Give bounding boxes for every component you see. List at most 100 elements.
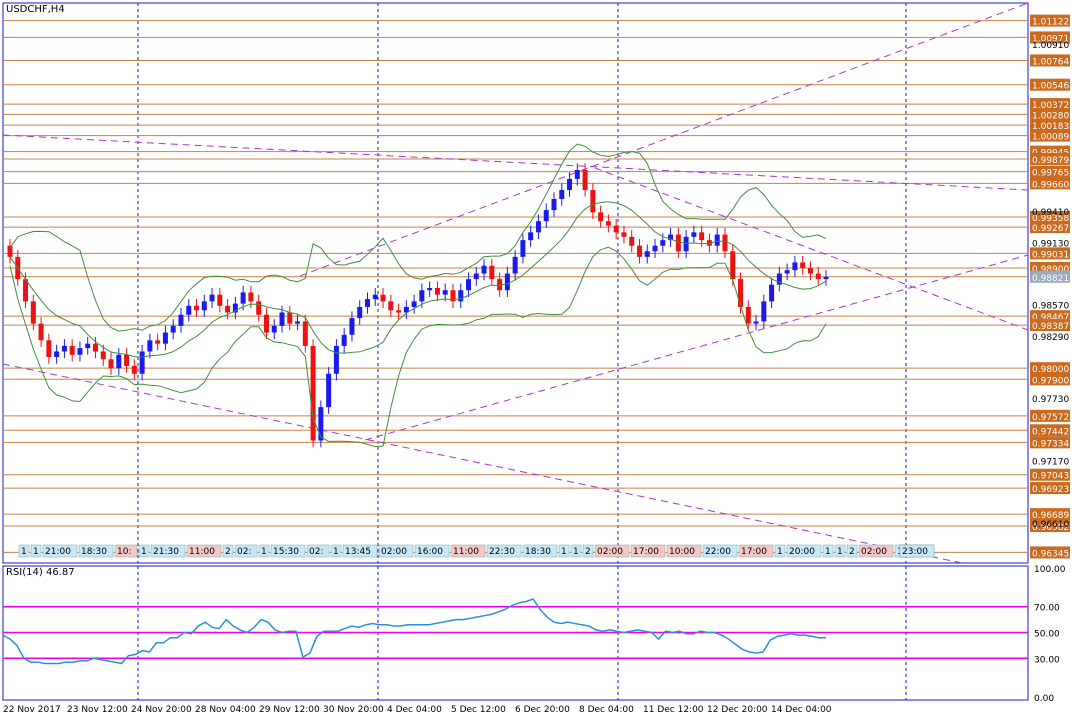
candle-up[interactable]: [372, 294, 378, 300]
event-marker[interactable]: [150, 544, 186, 558]
candle-down[interactable]: [450, 290, 456, 302]
candle-down[interactable]: [263, 314, 269, 333]
candle-up[interactable]: [683, 236, 689, 252]
candle-up[interactable]: [427, 288, 433, 291]
candle-up[interactable]: [660, 240, 666, 246]
candle-up[interactable]: [551, 198, 557, 211]
candle-up[interactable]: [458, 290, 464, 302]
candle-down[interactable]: [256, 301, 262, 315]
candle-down[interactable]: [636, 245, 642, 257]
event-marker[interactable]: [822, 544, 834, 558]
candle-up[interactable]: [326, 373, 332, 408]
candle-up[interactable]: [61, 345, 67, 352]
event-marker[interactable]: [258, 544, 270, 558]
candle-down[interactable]: [730, 251, 736, 280]
event-marker[interactable]: [78, 544, 114, 558]
candle-up[interactable]: [77, 348, 83, 355]
candle-up[interactable]: [481, 265, 487, 274]
event-marker[interactable]: [558, 544, 570, 558]
candle-up[interactable]: [512, 256, 518, 274]
candle-down[interactable]: [100, 351, 106, 360]
event-marker[interactable]: [234, 544, 258, 558]
candle-up[interactable]: [528, 232, 534, 241]
candle-up[interactable]: [769, 284, 775, 302]
event-marker[interactable]: [858, 544, 894, 558]
candle-down[interactable]: [722, 234, 728, 252]
candle-up[interactable]: [776, 273, 782, 285]
candle-down[interactable]: [217, 294, 223, 306]
candle-down[interactable]: [69, 345, 75, 355]
candle-up[interactable]: [85, 343, 91, 349]
event-marker[interactable]: [186, 544, 222, 558]
event-marker[interactable]: [774, 544, 786, 558]
event-marker[interactable]: [834, 544, 846, 558]
candle-up[interactable]: [240, 292, 246, 304]
candle-up[interactable]: [54, 351, 60, 358]
candle-down[interactable]: [434, 288, 440, 295]
candle-up[interactable]: [559, 190, 565, 199]
candle-down[interactable]: [225, 305, 231, 313]
candle-up[interactable]: [318, 407, 324, 441]
candle-down[interactable]: [388, 301, 394, 311]
candle-up[interactable]: [364, 299, 370, 307]
candle-up[interactable]: [116, 354, 122, 369]
candle-up[interactable]: [333, 345, 339, 374]
event-marker[interactable]: [570, 544, 582, 558]
candle-down[interactable]: [396, 310, 402, 313]
candle-down[interactable]: [23, 279, 29, 302]
candle-up[interactable]: [574, 169, 580, 179]
candle-up[interactable]: [162, 332, 168, 344]
candle-up[interactable]: [792, 262, 798, 271]
event-marker[interactable]: [330, 544, 342, 558]
event-marker[interactable]: [582, 544, 594, 558]
candle-down[interactable]: [46, 340, 52, 358]
event-marker[interactable]: [270, 544, 306, 558]
event-marker[interactable]: [786, 544, 822, 558]
candle-down[interactable]: [598, 212, 604, 222]
candle-up[interactable]: [232, 303, 238, 313]
candle-up[interactable]: [691, 232, 697, 237]
candle-up[interactable]: [357, 306, 363, 319]
event-marker[interactable]: [594, 544, 630, 558]
candle-down[interactable]: [124, 354, 130, 366]
event-marker[interactable]: [899, 544, 935, 558]
event-marker[interactable]: [702, 544, 738, 558]
candle-up[interactable]: [442, 290, 448, 295]
candle-up[interactable]: [473, 273, 479, 280]
candle-down[interactable]: [699, 232, 705, 241]
candle-up[interactable]: [761, 301, 767, 322]
candle-down[interactable]: [613, 225, 619, 233]
candle-up[interactable]: [714, 234, 720, 246]
candle-down[interactable]: [7, 245, 13, 257]
event-marker[interactable]: [630, 544, 666, 558]
candle-down[interactable]: [92, 343, 98, 352]
candle-down[interactable]: [629, 236, 635, 246]
candle-up[interactable]: [349, 318, 355, 335]
candle-down[interactable]: [815, 273, 821, 280]
candle-down[interactable]: [605, 221, 611, 226]
candle-up[interactable]: [753, 321, 759, 324]
candle-down[interactable]: [302, 321, 308, 346]
candle-up[interactable]: [784, 270, 790, 274]
event-marker[interactable]: [450, 544, 486, 558]
candle-down[interactable]: [800, 262, 806, 268]
event-marker[interactable]: [738, 544, 774, 558]
candle-down[interactable]: [745, 306, 751, 324]
candle-down[interactable]: [675, 234, 681, 252]
candle-down[interactable]: [131, 365, 137, 374]
candle-down[interactable]: [497, 279, 503, 291]
event-marker[interactable]: [414, 544, 450, 558]
candle-down[interactable]: [30, 301, 36, 324]
candle-up[interactable]: [543, 210, 549, 222]
candle-down[interactable]: [248, 292, 254, 302]
event-marker[interactable]: [486, 544, 522, 558]
candle-up[interactable]: [295, 321, 301, 324]
candle-up[interactable]: [139, 351, 145, 374]
candle-down[interactable]: [807, 267, 813, 274]
candle-up[interactable]: [823, 276, 829, 280]
candle-up[interactable]: [209, 294, 215, 302]
candle-down[interactable]: [489, 265, 495, 280]
event-marker[interactable]: [666, 544, 702, 558]
candle-down[interactable]: [155, 340, 161, 344]
